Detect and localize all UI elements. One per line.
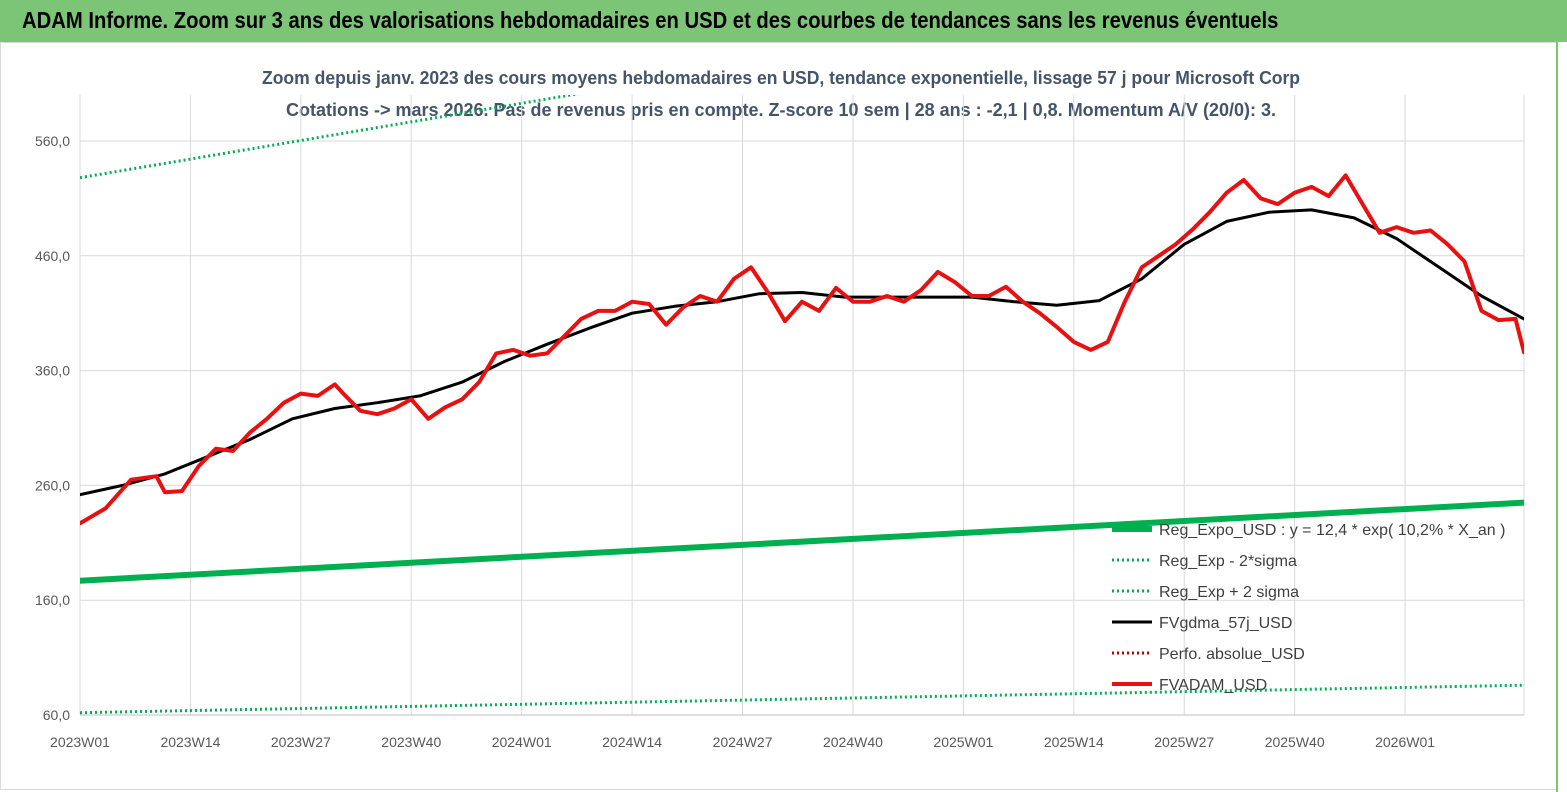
legend-label: Reg_Exp + 2 sigma bbox=[1159, 584, 1299, 601]
y-tick-label: 460,0 bbox=[35, 248, 70, 264]
legend: Reg_Expo_USD : y = 12,4 * exp( 10,2% * X… bbox=[1112, 522, 1505, 694]
y-tick-label: 360,0 bbox=[35, 363, 70, 379]
right-edge-strip bbox=[1556, 42, 1567, 792]
x-tick-label: 2023W01 bbox=[50, 734, 110, 750]
y-tick-label: 160,0 bbox=[35, 592, 70, 608]
legend-label: Reg_Expo_USD : y = 12,4 * exp( 10,2% * X… bbox=[1159, 522, 1505, 539]
x-tick-label: 2025W27 bbox=[1154, 734, 1214, 750]
series-line-1 bbox=[80, 683, 1524, 715]
series-line-2 bbox=[80, 95, 580, 180]
gridlines bbox=[79, 95, 1525, 716]
x-tick-label: 2023W27 bbox=[271, 734, 331, 750]
legend-label: FVgdma_57j_USD bbox=[1159, 615, 1292, 632]
y-axis: 60,0 160,0 260,0 360,0 460,0 560,0 bbox=[35, 133, 70, 723]
x-tick-label: 2026W01 bbox=[1375, 734, 1435, 750]
legend-label: Perfo. absolue_USD bbox=[1159, 646, 1305, 663]
y-tick-label: 60,0 bbox=[43, 707, 70, 723]
legend-label: Reg_Exp - 2*sigma bbox=[1159, 553, 1297, 570]
x-tick-label: 2023W14 bbox=[160, 734, 220, 750]
report-title: ADAM Informe. Zoom sur 3 ans des valoris… bbox=[22, 7, 1279, 33]
y-tick-label: 560,0 bbox=[35, 133, 70, 149]
x-tick-label: 2025W40 bbox=[1265, 734, 1325, 750]
series-line-3 bbox=[80, 208, 1524, 497]
x-tick-label: 2024W40 bbox=[823, 734, 883, 750]
x-tick-label: 2025W14 bbox=[1044, 734, 1104, 750]
x-tick-label: 2023W40 bbox=[381, 734, 441, 750]
header-bar: ADAM Informe. Zoom sur 3 ans des valoris… bbox=[0, 0, 1567, 42]
series-line-0 bbox=[80, 499, 1524, 584]
y-tick-label: 260,0 bbox=[35, 477, 70, 493]
x-tick-label: 2024W27 bbox=[713, 734, 773, 750]
series-group bbox=[80, 95, 1524, 715]
x-axis: 2023W01 2023W14 2023W27 2023W40 2024W01 2024W… bbox=[50, 714, 1524, 750]
series-line-5 bbox=[80, 173, 1524, 526]
legend-label: FVADAM_USD bbox=[1159, 677, 1267, 694]
chart-title-line1: Zoom depuis janv. 2023 des cours moyens … bbox=[262, 68, 1300, 88]
x-tick-label: 2024W01 bbox=[492, 734, 552, 750]
x-tick-label: 2024W14 bbox=[602, 734, 662, 750]
x-tick-label: 2025W01 bbox=[933, 734, 993, 750]
chart-title-line2: Cotations -> mars 2026. Pas de revenus p… bbox=[286, 100, 1276, 120]
